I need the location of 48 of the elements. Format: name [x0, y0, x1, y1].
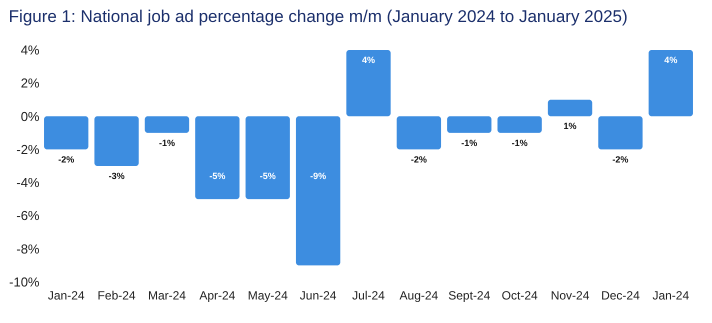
data-label: -2% [58, 154, 74, 164]
x-tick-label: Aug-24 [400, 288, 439, 302]
y-tick-label: -2% [16, 142, 40, 157]
x-tick-label: Oct-24 [502, 288, 538, 302]
bar [497, 116, 542, 133]
data-label: 4% [362, 54, 376, 65]
data-label: -9% [310, 170, 326, 181]
bar [548, 100, 592, 116]
y-tick-label: -8% [16, 241, 40, 256]
y-tick-label: -10% [9, 274, 40, 290]
chart-title: Figure 1: National job ad percentage change m/m (January 2024 to January 2025) [8, 7, 628, 26]
x-tick-label: Dec-24 [601, 288, 640, 302]
x-tick-label: May-24 [248, 288, 288, 302]
x-tick-label: Jun-24 [300, 288, 337, 302]
y-tick-label: 4% [20, 42, 40, 58]
data-label: -2% [410, 154, 427, 164]
bar [447, 116, 492, 133]
data-label: 4% [664, 54, 678, 65]
data-label: -1% [158, 138, 175, 148]
x-tick-label: Jan-24 [48, 288, 85, 302]
y-tick-label: 2% [20, 76, 40, 91]
x-tick-label: Nov-24 [550, 288, 590, 302]
x-tick-label: Feb-24 [98, 288, 136, 302]
bar [246, 116, 290, 200]
x-tick-label: Jan-24 [652, 288, 690, 302]
y-tick-label: 0% [20, 108, 40, 124]
data-label: 1% [564, 121, 577, 132]
data-label: -1% [512, 138, 528, 148]
bar [94, 116, 139, 166]
bar [346, 50, 391, 116]
data-label: -1% [461, 138, 478, 148]
x-tick-label: Sept-24 [448, 288, 491, 302]
data-label: -2% [612, 154, 628, 164]
bar [296, 116, 340, 266]
bar [648, 50, 693, 116]
bar [44, 116, 88, 150]
x-tick-label: Apr-24 [199, 288, 236, 302]
y-tick-label: -6% [16, 208, 40, 224]
data-label: -3% [108, 170, 125, 181]
bar [396, 116, 442, 150]
bar [598, 116, 643, 150]
data-label: -5% [260, 170, 276, 181]
x-tick-label: Jul-24 [352, 288, 386, 302]
y-tick-label: -4% [16, 175, 40, 190]
x-tick-label: Mar-24 [148, 288, 186, 302]
data-label: -5% [209, 170, 226, 181]
bar [195, 116, 240, 200]
bar [144, 116, 190, 133]
